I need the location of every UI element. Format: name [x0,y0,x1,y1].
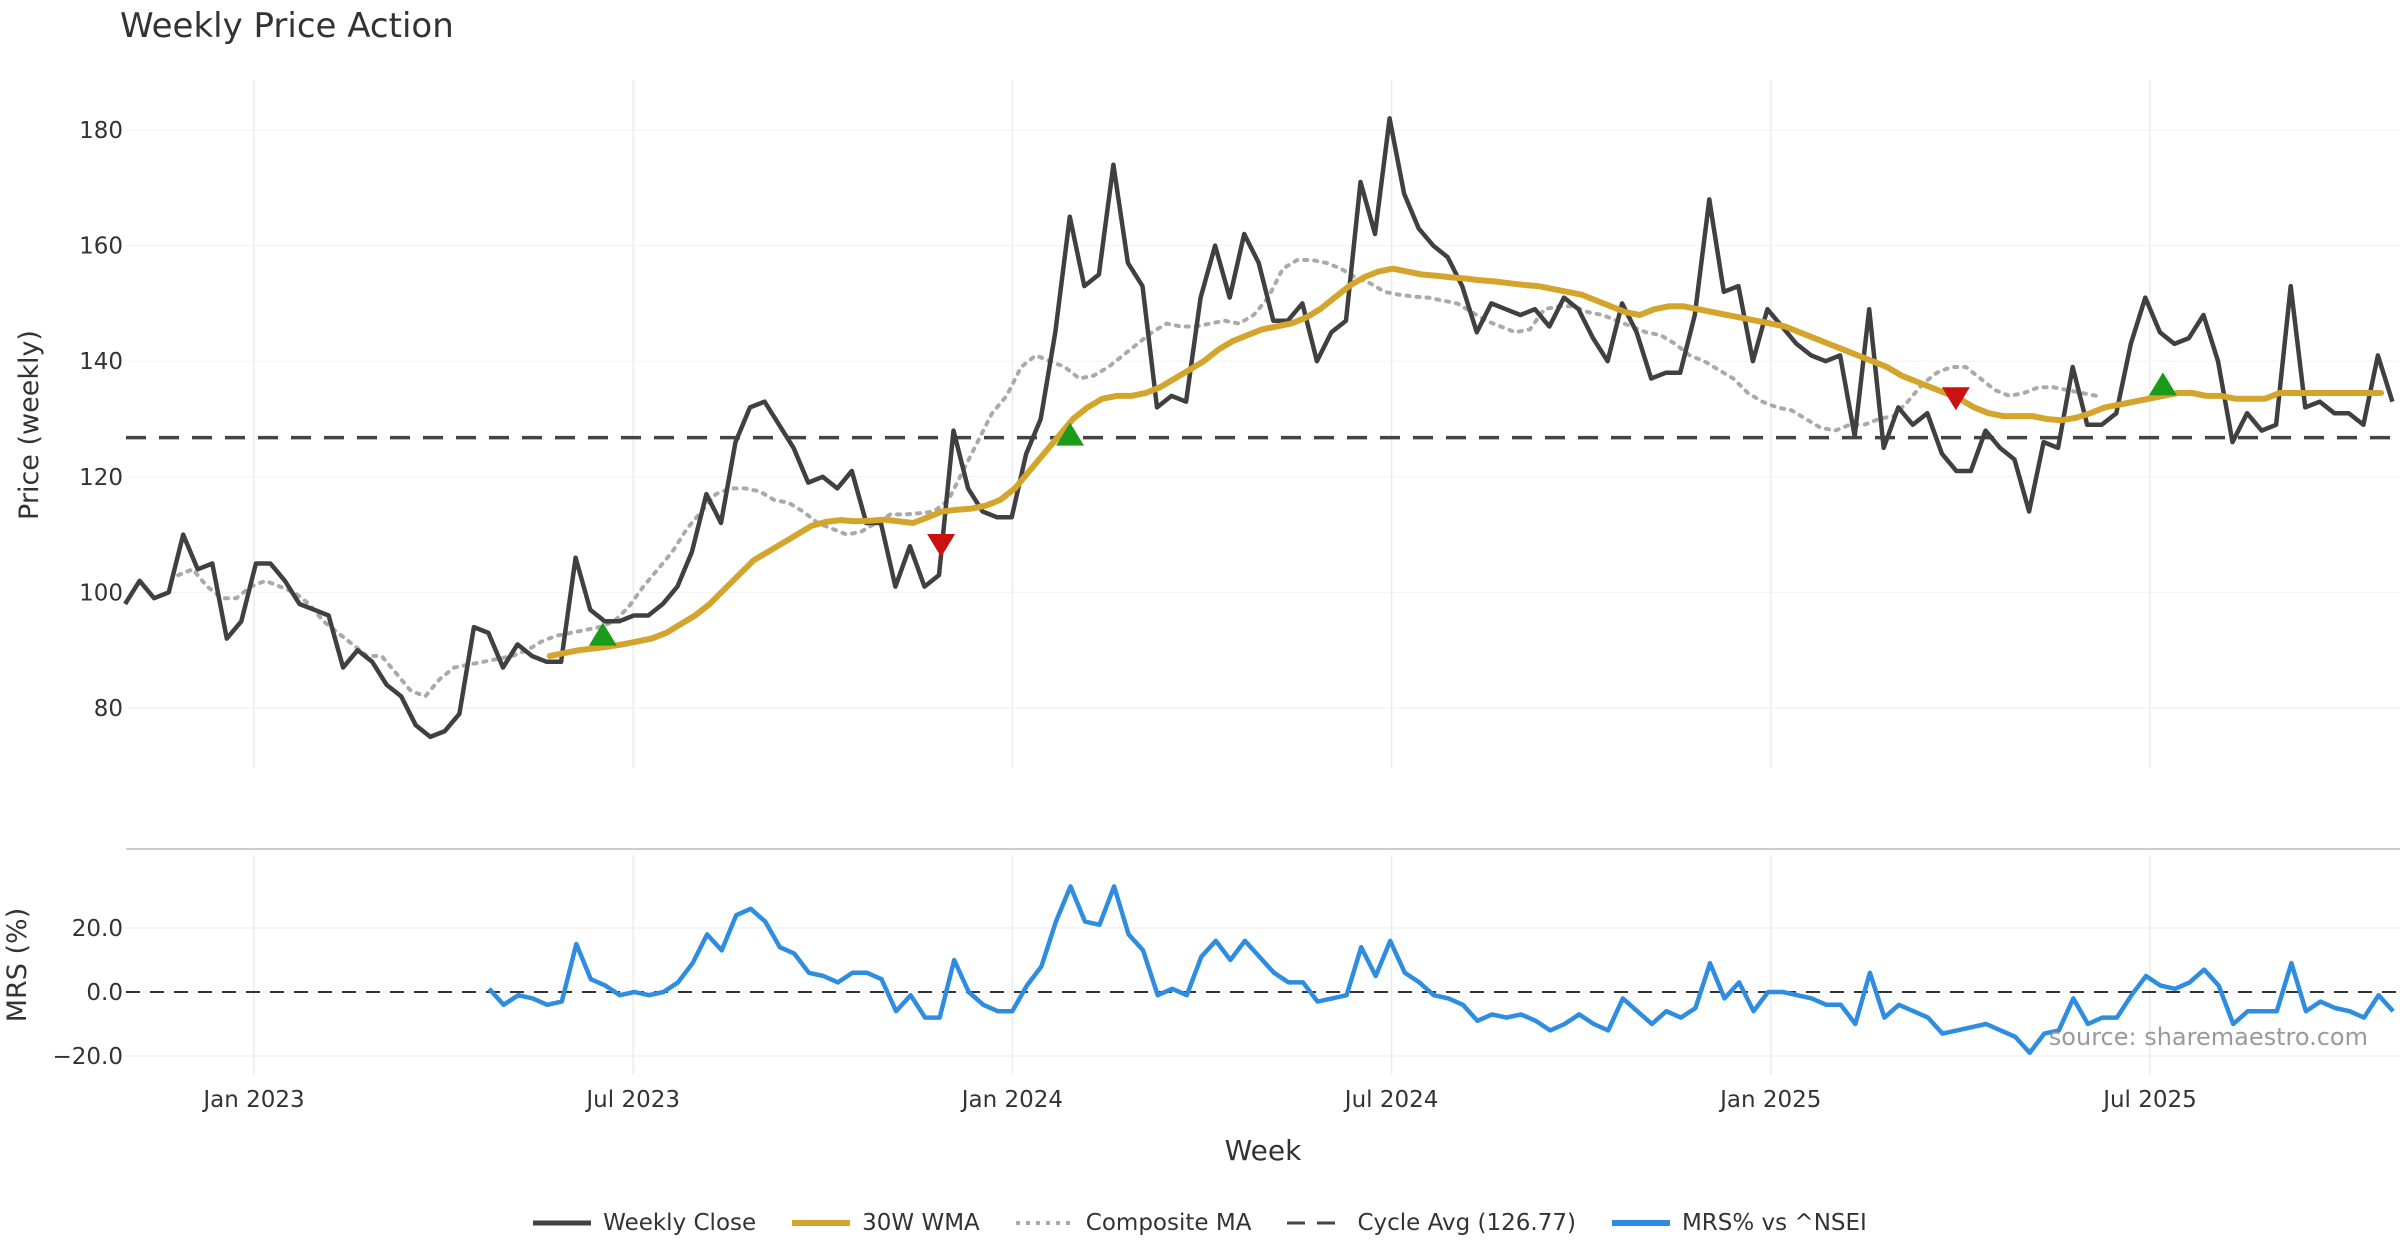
legend-swatch-weekly-close [533,1220,592,1226]
legend-label-mrs: MRS% vs ^NSEI [1681,1210,1867,1236]
price-y-tick-label: 160 [79,234,123,260]
price-y-tick-label: 180 [79,118,123,144]
price-y-tick-label: 80 [94,696,123,722]
buy-signal-marker [1056,422,1085,446]
legend-label-composite-ma: Composite MA [1085,1210,1252,1236]
price-y-tick-label: 100 [79,580,123,606]
legend-swatch-mrs [1611,1220,1670,1226]
chart-legend: Weekly Close 30W WMA Composite MA Cycle … [0,1210,2400,1236]
mrs-y-tick-label: 0.0 [86,980,123,1006]
legend-swatch-composite-ma [1015,1221,1074,1225]
legend-item-composite-ma: Composite MA [1015,1210,1252,1236]
x-tick-label: Jan 2023 [201,1087,304,1113]
price-y-tick-label: 140 [79,349,123,375]
mrs-y-tick-label: −20.0 [53,1044,123,1070]
x-tick-label: Jul 2024 [1343,1087,1439,1113]
sell-signal-marker [927,534,956,558]
legend-item-mrs: MRS% vs ^NSEI [1611,1210,1867,1236]
mrs-y-axis-label: MRS (%) [2,908,33,1023]
legend-label-weekly-close: Weekly Close [603,1210,757,1236]
source-watermark: source: sharemaestro.com [2049,1023,2368,1051]
x-tick-label: Jan 2025 [1718,1087,1821,1113]
legend-label-30w-wma: 30W WMA [862,1210,980,1236]
composite-ma-line [176,258,2099,699]
chart-title: Weekly Price Action [120,6,454,46]
x-tick-label: Jul 2025 [2101,1087,2197,1113]
legend-swatch-30w-wma [792,1220,851,1226]
sell-signal-marker [1941,387,1970,411]
x-axis-label: Week [1225,1134,1302,1167]
mrs-line [487,884,2395,1056]
mrs-y-tick-label: 20.0 [72,916,123,942]
x-tick-label: Jan 2024 [960,1087,1063,1113]
legend-item-30w-wma: 30W WMA [792,1210,980,1236]
buy-signal-marker [2148,372,2177,396]
price-y-axis-label: Price (weekly) [14,330,45,520]
buy-signal-marker [588,622,617,646]
x-tick-label: Jul 2023 [584,1087,680,1113]
wma-30-line [546,265,2385,659]
weekly-close-line [123,116,2395,740]
legend-item-cycle-avg: Cycle Avg (126.77) [1287,1210,1576,1236]
price-y-tick-label: 120 [79,465,123,491]
legend-item-weekly-close: Weekly Close [533,1210,756,1236]
legend-swatch-cycle-avg [1287,1221,1346,1225]
legend-label-cycle-avg: Cycle Avg (126.77) [1357,1210,1576,1236]
